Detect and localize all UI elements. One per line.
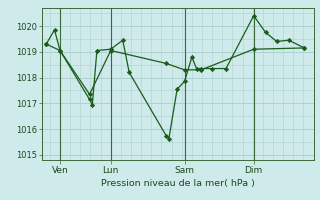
X-axis label: Pression niveau de la mer( hPa ): Pression niveau de la mer( hPa )	[101, 179, 254, 188]
